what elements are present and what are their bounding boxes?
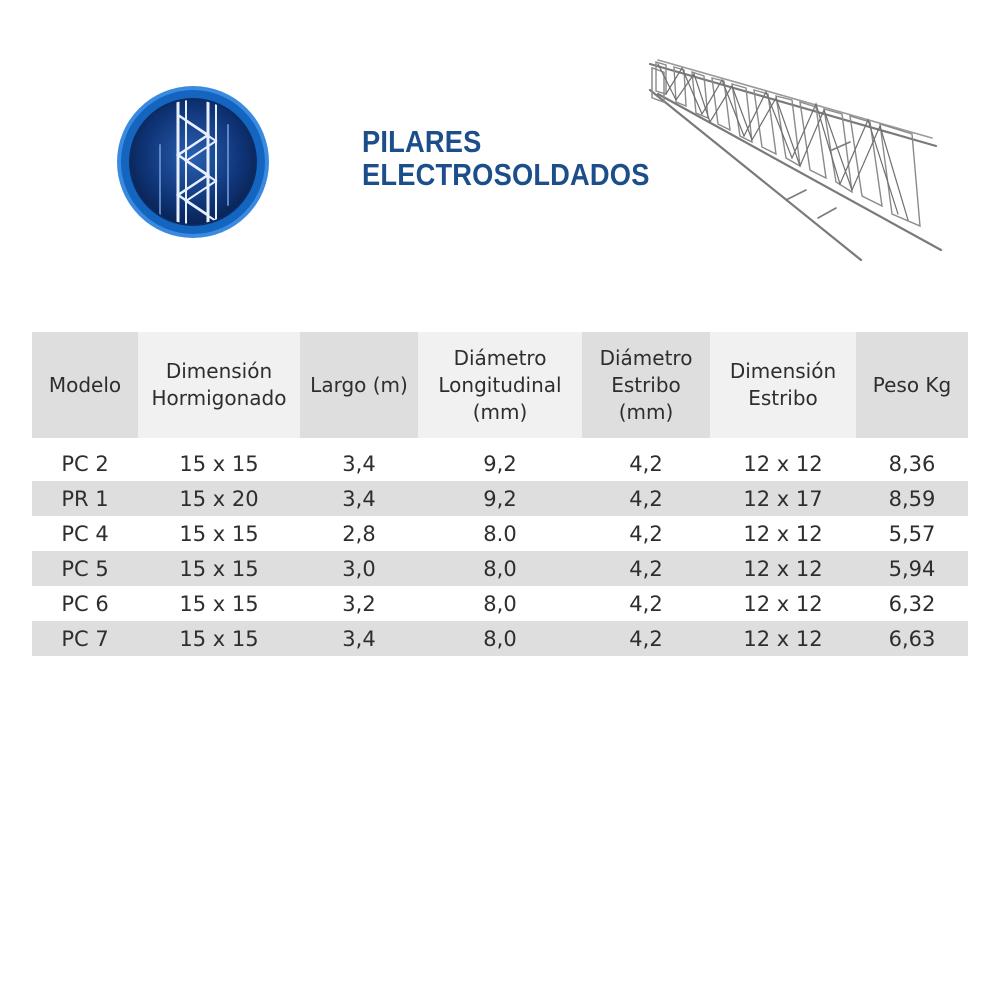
cell-peso: 6,32 (888, 591, 936, 616)
table-row: PC 7 15 x 15 3,4 8,0 4,2 12 x 12 6,63 (32, 621, 968, 656)
cell-peso: 5,94 (856, 551, 968, 586)
cell-peso: 6,63 (856, 621, 968, 656)
column-header-largo: Largo (m) (300, 332, 418, 438)
cell-dimension-estribo: 12 x 12 (743, 521, 823, 546)
column-header-peso: Peso Kg (856, 332, 968, 438)
cell-dimension-hormigonado: 15 x 15 (179, 521, 259, 546)
rebar-cage-image (636, 50, 946, 270)
cell-largo: 3,4 (300, 481, 418, 516)
spec-table: Modelo Dimensión Hormigonado Largo (m) D… (32, 332, 968, 656)
cell-diametro-estribo: 4,2 (629, 451, 663, 476)
cell-modelo: PC 2 (61, 451, 109, 476)
cell-diametro-longitudinal: 8.0 (483, 521, 517, 546)
cell-largo: 2,8 (342, 521, 376, 546)
cell-diametro-estribo: 4,2 (582, 621, 710, 656)
table-row: PR 1 15 x 20 3,4 9,2 4,2 12 x 17 8,59 (32, 481, 968, 516)
cell-peso: 5,57 (888, 521, 936, 546)
column-header-dimension-estribo: Dimensión Estribo (710, 332, 856, 438)
cell-largo: 3,2 (342, 591, 376, 616)
cell-largo: 3,4 (342, 451, 376, 476)
title-line-1: PILARES (362, 124, 482, 159)
cell-modelo: PR 1 (32, 481, 138, 516)
column-header-modelo: Modelo (32, 332, 138, 438)
column-header-dimension-hormigonado: Dimensión Hormigonado (138, 332, 300, 438)
cell-dimension-hormigonado: 15 x 15 (138, 551, 300, 586)
table-row: PC 2 15 x 15 3,4 9,2 4,2 12 x 12 8,36 (32, 438, 968, 481)
cell-diametro-estribo: 4,2 (582, 551, 710, 586)
cell-dimension-estribo: 12 x 17 (710, 481, 856, 516)
cell-dimension-estribo: 12 x 12 (743, 451, 823, 476)
title-line-2: ELECTROSOLDADOS (362, 157, 650, 192)
cell-peso: 8,59 (856, 481, 968, 516)
cell-dimension-hormigonado: 15 x 20 (138, 481, 300, 516)
cell-modelo: PC 4 (61, 521, 109, 546)
column-header-diametro-longitudinal: Diámetro Longitudinal (mm) (418, 332, 582, 438)
table-row: PC 6 15 x 15 3,2 8,0 4,2 12 x 12 6,32 (32, 586, 968, 621)
cell-dimension-hormigonado: 15 x 15 (138, 621, 300, 656)
cell-diametro-longitudinal: 8,0 (418, 551, 582, 586)
cell-dimension-estribo: 12 x 12 (743, 591, 823, 616)
cell-modelo: PC 6 (61, 591, 109, 616)
cell-diametro-estribo: 4,2 (582, 481, 710, 516)
cell-diametro-estribo: 4,2 (629, 521, 663, 546)
table-row: PC 5 15 x 15 3,0 8,0 4,2 12 x 12 5,94 (32, 551, 968, 586)
table-row: PC 4 15 x 15 2,8 8.0 4,2 12 x 12 5,57 (32, 516, 968, 551)
cell-largo: 3,4 (300, 621, 418, 656)
table-header-row: Modelo Dimensión Hormigonado Largo (m) D… (32, 332, 968, 438)
cell-modelo: PC 5 (32, 551, 138, 586)
cell-diametro-longitudinal: 9,2 (418, 481, 582, 516)
column-header-diametro-estribo: Diámetro Estribo (mm) (582, 332, 710, 438)
page-title: PILARES ELECTROSOLDADOS (362, 125, 650, 191)
cell-peso: 8,36 (888, 451, 936, 476)
rebar-column-badge-icon (116, 85, 270, 239)
cell-diametro-longitudinal: 8,0 (483, 591, 517, 616)
cell-dimension-hormigonado: 15 x 15 (179, 451, 259, 476)
cell-dimension-estribo: 12 x 12 (710, 621, 856, 656)
cell-diametro-estribo: 4,2 (629, 591, 663, 616)
cell-diametro-longitudinal: 8,0 (418, 621, 582, 656)
cell-dimension-estribo: 12 x 12 (710, 551, 856, 586)
cell-largo: 3,0 (300, 551, 418, 586)
cell-diametro-longitudinal: 9,2 (483, 451, 517, 476)
cell-modelo: PC 7 (32, 621, 138, 656)
cell-dimension-hormigonado: 15 x 15 (179, 591, 259, 616)
